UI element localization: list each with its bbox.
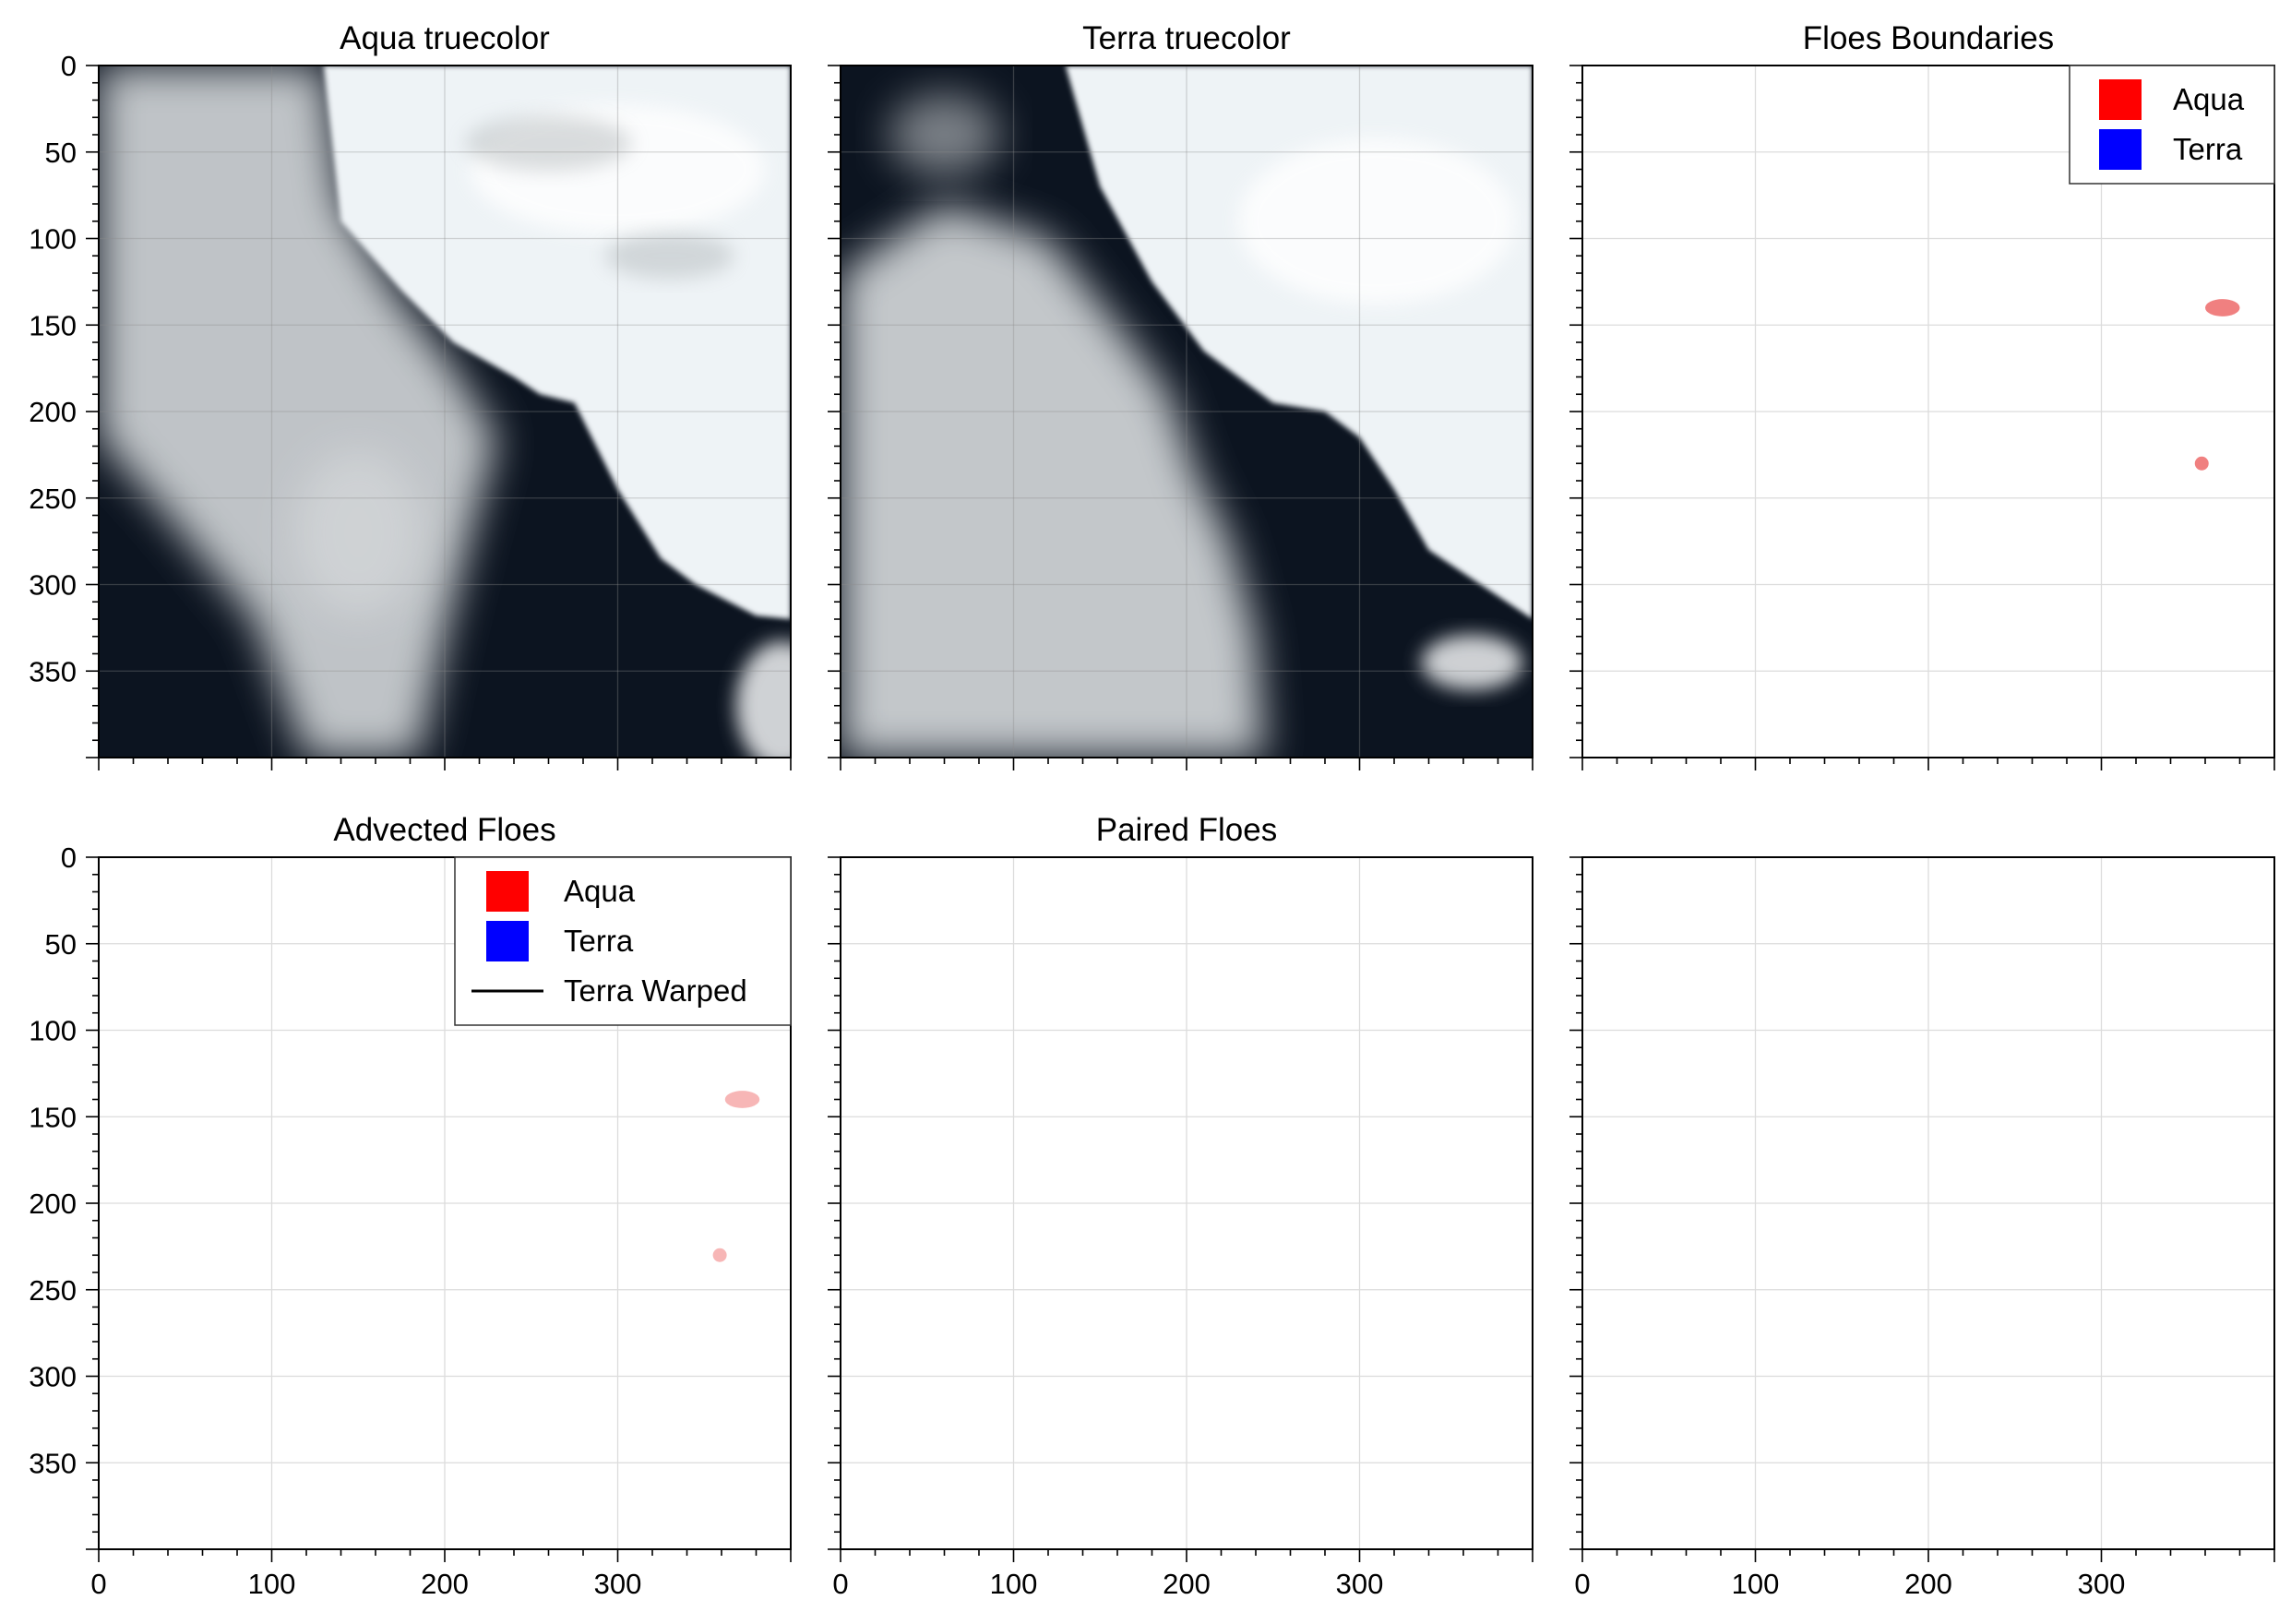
y-tick-label: 100 [29,1015,77,1047]
panel-3: Floes Boundaries Aqua Terra [1569,20,2275,770]
cloud-layer [889,93,1000,176]
y-tick-label: 250 [29,483,77,515]
panel-title: Paired Floes [1096,812,1277,848]
panel-2: Terra truecolor [828,20,1533,770]
y-tick-label: 0 [61,842,77,874]
x-tick-label: 0 [90,1568,106,1600]
ticks [828,65,1533,770]
x-tick-label: 200 [421,1568,469,1600]
x-tick-label: 0 [1574,1568,1590,1600]
terra-truecolor-image [841,66,1533,758]
x-tick-label: 300 [1336,1568,1384,1600]
legend-label: Terra [564,924,634,958]
cloud-layer [735,640,791,758]
ticks [828,856,1533,1562]
y-tick-label: 250 [29,1274,77,1307]
sea-ice [1238,137,1516,304]
x-tick-label: 100 [1732,1568,1780,1600]
legend: Aqua Terra Terra Warped [454,856,792,1026]
x-tick-label: 300 [2078,1568,2126,1600]
ticks [1569,856,2275,1562]
panel-title: Advected Floes [333,812,555,848]
legend: Aqua Terra [2069,65,2275,185]
y-tick-label: 300 [29,1361,77,1393]
legend-swatch [486,871,529,912]
y-tick-label: 300 [29,569,77,602]
y-tick-label: 200 [29,1188,77,1220]
aqua-truecolor-image [99,66,791,758]
legend-label: Aqua [2173,82,2245,116]
panel-4: 0 50 100 150 200 250 300 350 0 100 200 300 Advected … [29,812,792,1600]
floe-mark [712,1248,727,1262]
x-tick-label: 200 [1163,1568,1211,1600]
legend-swatch [486,921,529,961]
floe-mark [724,1091,760,1108]
ticks [86,856,792,1562]
y-tick-label: 50 [45,137,77,169]
y-tick-label: 150 [29,309,77,341]
cloud-layer [293,449,424,616]
legend-swatch [2099,129,2142,170]
x-tick-label: 300 [594,1568,642,1600]
panel-title: Terra truecolor [1082,20,1291,56]
legend-label: Aqua [564,874,636,908]
legend-swatch [2099,79,2142,120]
ticks [86,65,792,770]
y-tick-label: 350 [29,1447,77,1479]
floe-mark [2194,456,2209,471]
ice-ridges [604,233,734,280]
y-tick-label: 350 [29,655,77,687]
panel-6: 0 100 200 300 [1569,856,2275,1600]
y-tick-label: 150 [29,1101,77,1133]
y-tick-label: 0 [61,50,77,82]
panel-title: Aqua truecolor [340,20,550,56]
floe-mark [2205,299,2240,316]
cloud-layer [1421,634,1523,690]
legend-label: Terra Warped [564,973,747,1008]
y-tick-label: 50 [45,928,77,961]
y-tick-label: 200 [29,396,77,428]
panel-1: 0 50 100 150 200 250 300 350 Aqua truecolor [29,20,792,770]
x-tick-label: 200 [1904,1568,1952,1600]
panel-title: Floes Boundaries [1803,20,2054,56]
cloud-layer [841,204,1265,758]
x-tick-label: 100 [990,1568,1038,1600]
y-tick-label: 100 [29,223,77,256]
ticks [1569,65,2275,770]
legend-label: Terra [2173,132,2243,166]
x-tick-label: 0 [832,1568,848,1600]
x-tick-label: 100 [248,1568,296,1600]
panel-5: 0 100 200 300 Paired Floes [828,812,1533,1600]
ice-ridges [465,115,632,172]
